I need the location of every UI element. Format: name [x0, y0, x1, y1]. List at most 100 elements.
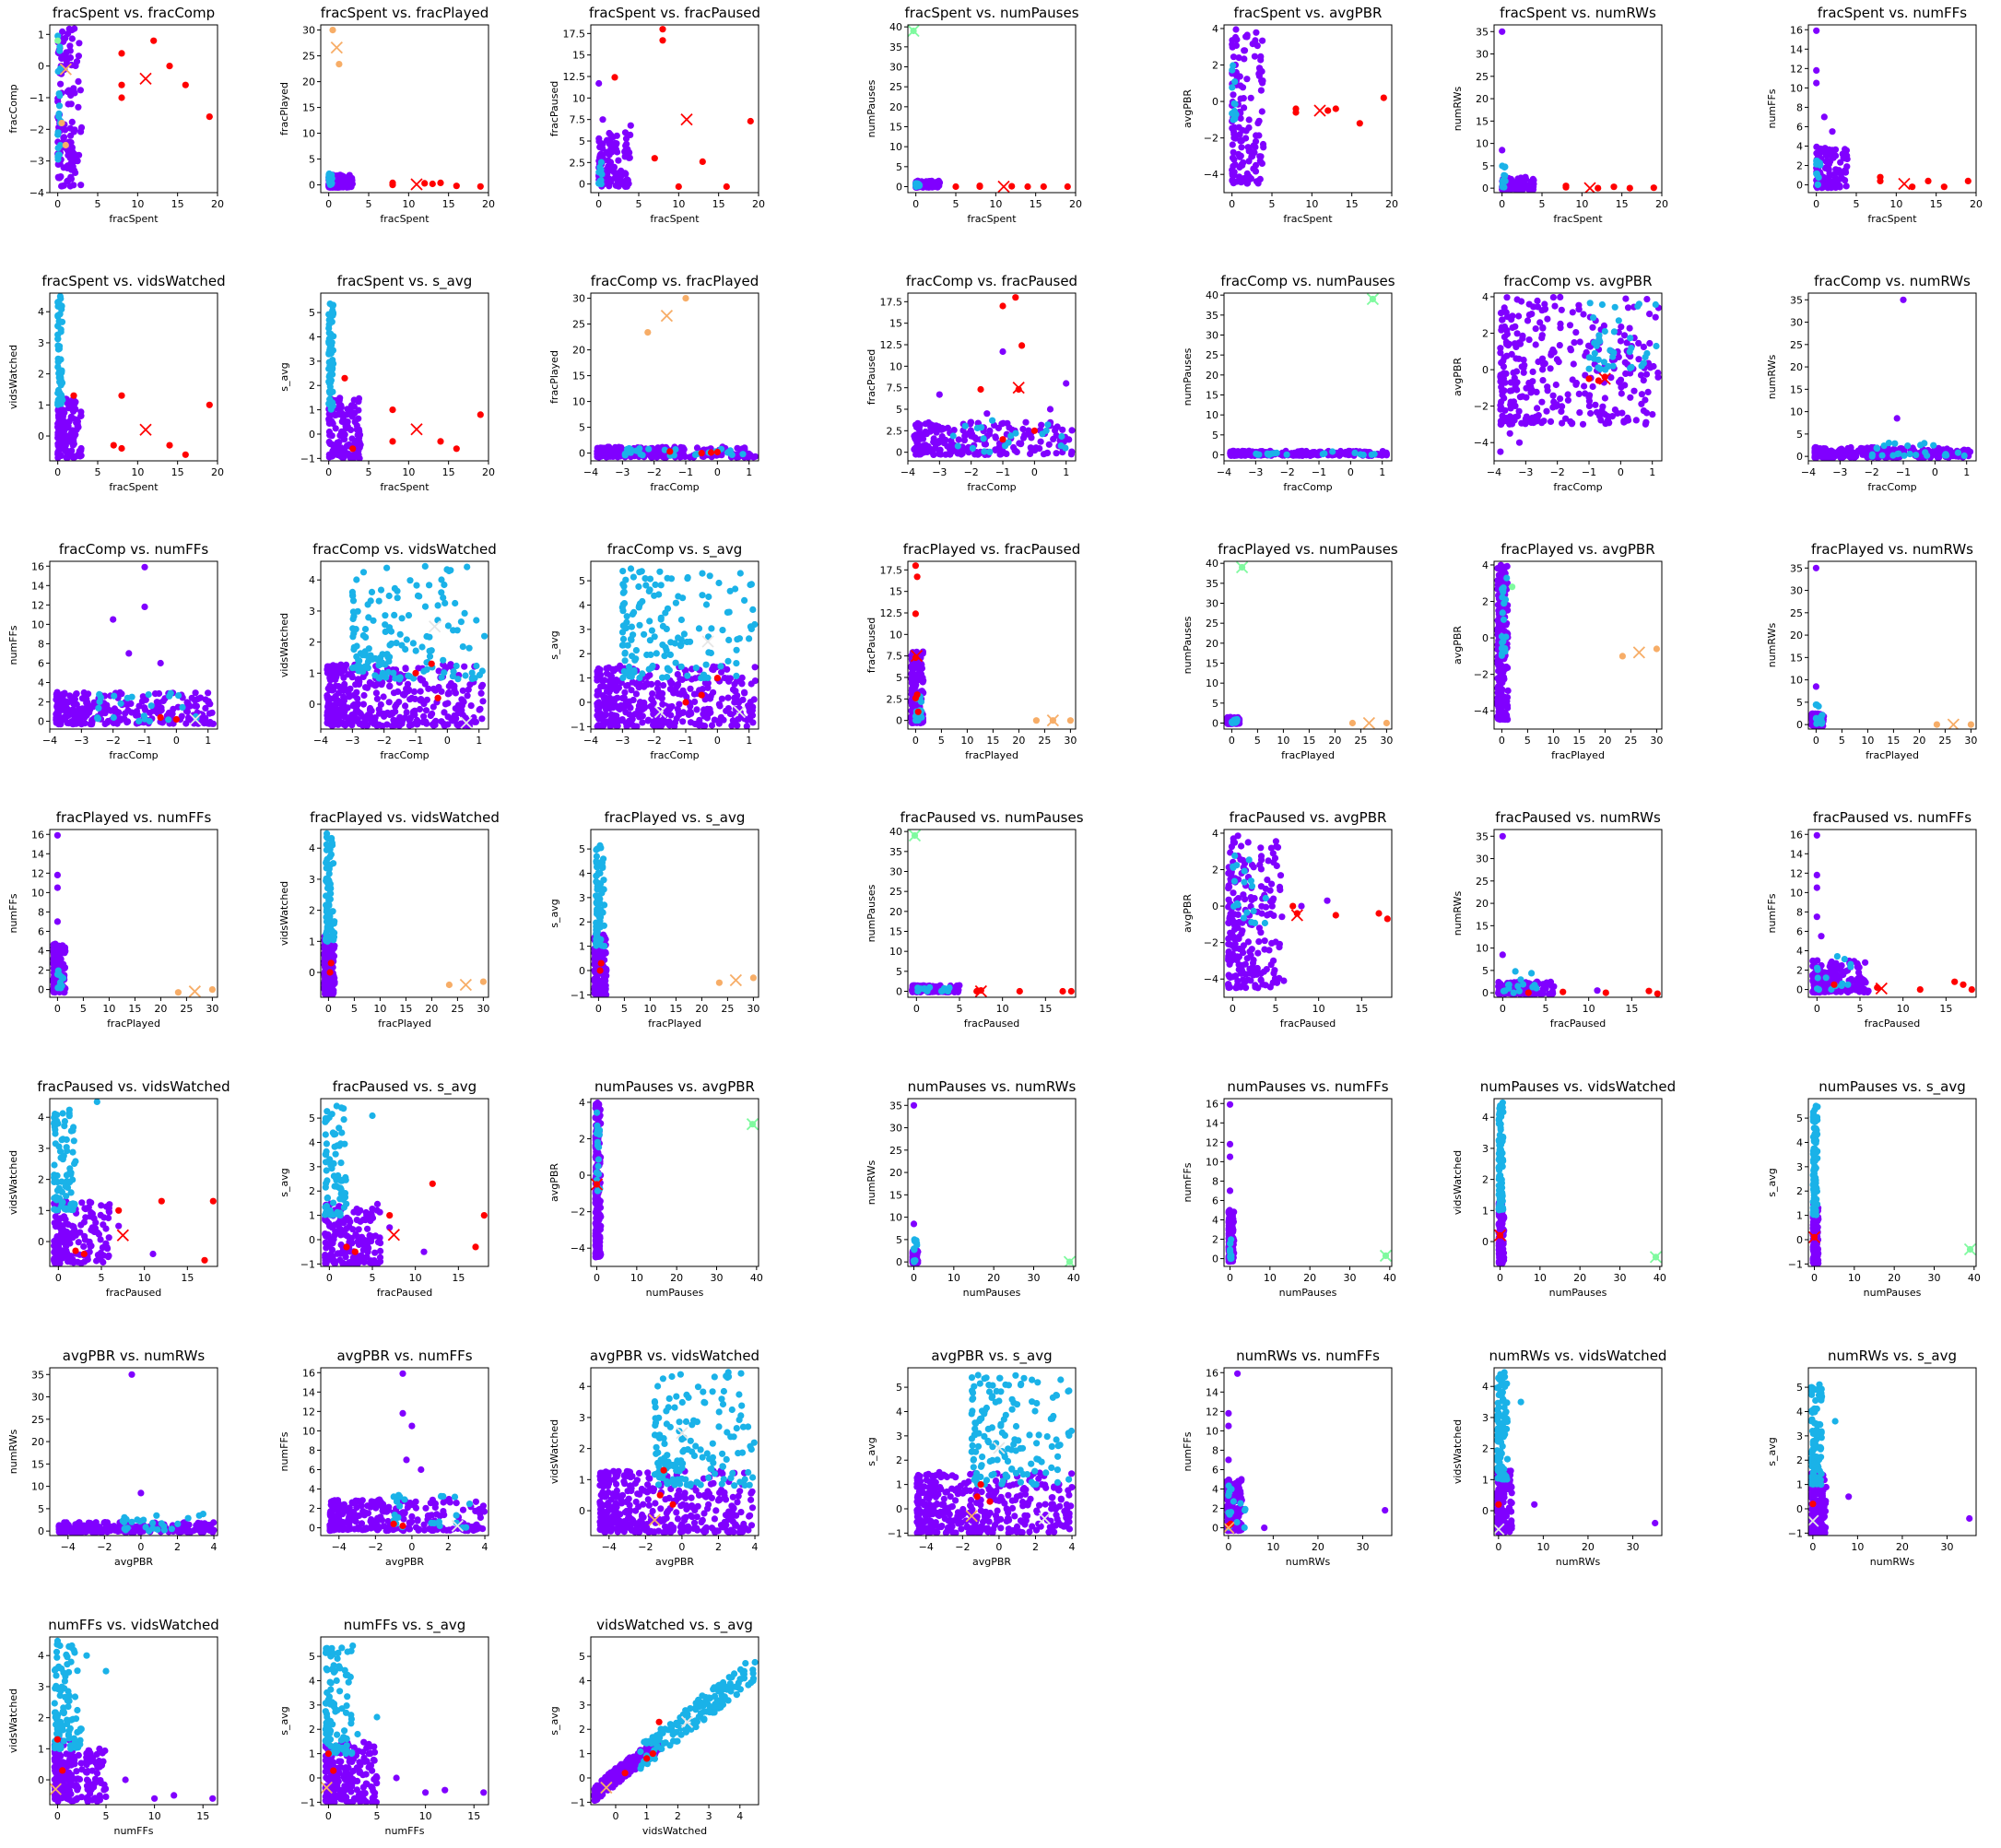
- y-tick-label: 30: [302, 25, 315, 37]
- data-point: [1575, 306, 1583, 313]
- data-point: [165, 716, 172, 724]
- data-point: [724, 694, 732, 701]
- data-point: [1520, 369, 1527, 376]
- data-point: [77, 453, 84, 460]
- y-tick-label: 4: [1212, 23, 1218, 35]
- data-point: [986, 448, 994, 455]
- x-tick-label: −2: [1550, 466, 1565, 478]
- data-point: [75, 103, 82, 111]
- y-tick-label: 4: [309, 331, 315, 343]
- data-point: [328, 432, 335, 440]
- data-point: [118, 50, 125, 57]
- data-point: [1873, 444, 1880, 452]
- data-point: [691, 698, 699, 706]
- data-point: [1030, 427, 1038, 434]
- data-point: [421, 562, 429, 571]
- x-tick-label: 20: [1655, 198, 1668, 210]
- data-point: [1230, 156, 1238, 163]
- data-point: [453, 662, 460, 670]
- x-tick-label: −3: [345, 735, 359, 747]
- data-point: [1503, 330, 1511, 338]
- x-axis-label: fracComp: [1867, 481, 1916, 493]
- y-tick-label: 40: [1206, 289, 1218, 301]
- data-point: [1549, 392, 1557, 399]
- data-point: [1558, 306, 1565, 313]
- data-point: [394, 688, 402, 696]
- data-point: [630, 696, 637, 704]
- data-point: [646, 618, 653, 625]
- data-point: [66, 42, 74, 50]
- data-point: [1040, 451, 1048, 458]
- data-point: [1499, 183, 1506, 191]
- data-point: [1019, 425, 1027, 433]
- data-point: [734, 444, 741, 452]
- x-axis-label: fracSpent: [109, 481, 159, 493]
- data-point: [1501, 323, 1509, 331]
- points-layer: [594, 565, 759, 729]
- y-axis-label: s_avg: [548, 630, 560, 659]
- points-layer: [1811, 296, 1974, 461]
- data-point: [71, 453, 78, 461]
- data-point: [622, 135, 630, 142]
- data-point: [1831, 146, 1840, 153]
- y-tick-label: 7.5: [570, 114, 586, 126]
- y-tick-label: 35: [1790, 294, 1803, 306]
- data-point: [453, 445, 460, 453]
- data-point: [1544, 315, 1551, 323]
- y-tick-label: 0: [309, 180, 315, 192]
- data-point: [65, 54, 72, 62]
- y-tick-label: 35: [889, 41, 902, 53]
- x-tick-label: 0: [595, 198, 602, 210]
- data-point: [1027, 450, 1034, 457]
- y-tick-label: 0: [1482, 364, 1489, 376]
- data-point: [1949, 453, 1957, 460]
- data-point: [619, 635, 628, 643]
- x-tick-label: −2: [647, 735, 662, 747]
- y-tick-label: 1: [38, 29, 44, 41]
- data-point: [1549, 294, 1557, 301]
- data-point: [325, 686, 333, 694]
- data-point: [1515, 339, 1523, 347]
- data-point: [409, 640, 417, 647]
- data-point: [1022, 418, 1030, 426]
- data-point: [595, 137, 603, 145]
- data-point: [393, 640, 400, 647]
- data-point: [335, 61, 343, 68]
- y-tick-label: 14: [31, 580, 44, 592]
- data-point: [1829, 128, 1836, 135]
- data-point: [1257, 56, 1265, 64]
- x-tick-label: −3: [615, 466, 630, 478]
- data-point: [1646, 311, 1654, 318]
- data-point: [969, 444, 976, 452]
- y-axis-label: fracPaused: [865, 349, 877, 406]
- data-point: [1368, 451, 1375, 458]
- data-point: [636, 569, 643, 576]
- y-tick-label: 20: [889, 101, 902, 113]
- data-point: [657, 582, 665, 589]
- data-point: [619, 581, 627, 588]
- data-point: [1057, 442, 1065, 450]
- data-point: [1532, 325, 1539, 333]
- centroid-marker: [189, 712, 202, 726]
- data-point: [54, 389, 62, 397]
- x-axis-label: fracComp: [1283, 481, 1332, 493]
- data-point: [1313, 450, 1322, 457]
- data-point: [1931, 447, 1938, 454]
- data-point: [613, 665, 620, 673]
- data-point: [1583, 348, 1590, 356]
- data-point: [641, 683, 648, 690]
- data-point: [1586, 300, 1594, 307]
- data-point: [1815, 173, 1822, 182]
- x-tick-label: 15: [171, 466, 184, 478]
- data-point: [734, 636, 741, 643]
- data-point: [662, 609, 669, 617]
- data-point: [361, 717, 369, 724]
- data-point: [1012, 430, 1019, 437]
- data-point: [338, 428, 346, 435]
- data-point: [477, 182, 484, 190]
- data-point: [992, 434, 999, 441]
- data-point: [950, 427, 958, 434]
